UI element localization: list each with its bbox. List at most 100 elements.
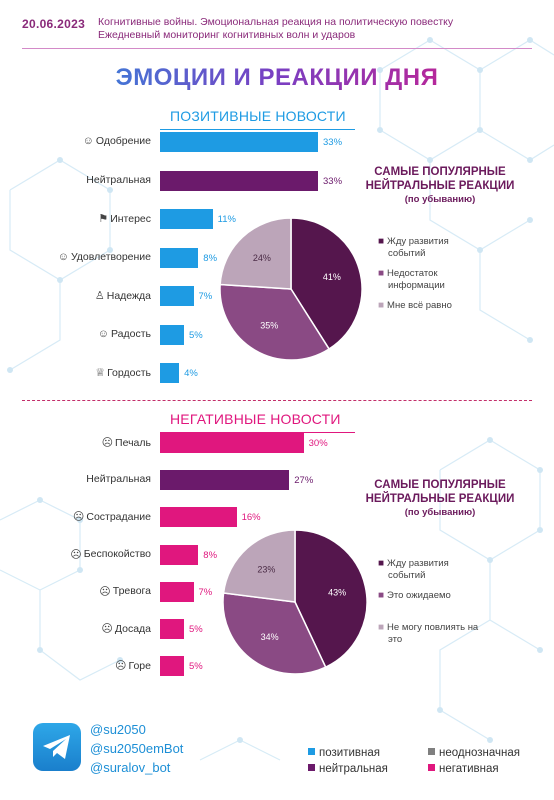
positive-bar-value: 33% (323, 175, 343, 187)
negative-pie-chart: 43% 34% 23% (223, 530, 367, 674)
emotion-icon: ☺ (97, 327, 109, 340)
negative-category-text: Печаль (115, 436, 151, 449)
positive-pie-label: 35% (260, 321, 278, 331)
negative-legend-1-line2: событий (388, 570, 426, 581)
negative-category-text: Горе (128, 659, 151, 672)
negative-bar (160, 581, 194, 602)
negative-bar-label: ☹ Досада (101, 622, 151, 636)
positive-category-text: Одобрение (95, 135, 151, 147)
negative-legend-3-line2: это (388, 634, 403, 645)
telegram-logo[interactable] (33, 723, 81, 771)
telegram-handle-3[interactable]: @suralov_bot (90, 760, 171, 775)
negative-legend-2-line1: Это ожидаемо (387, 590, 451, 601)
report-subtitle: Когнитивные войны. Эмоциональная реакция… (98, 16, 538, 42)
emotion-icon: ☹ (99, 585, 111, 598)
negative-bar-label: ☹ Тревога (99, 585, 151, 598)
positive-pie-slice (220, 283, 331, 360)
positive-legend-item-1: ■ Жду развития событий (378, 236, 488, 260)
emotion-icon: ♙ (94, 290, 105, 302)
legend-dot: ■ (378, 622, 385, 633)
positive-section-title: ПОЗИТИВНЫЕ НОВОСТИ (170, 108, 346, 124)
negative-bar-label: ☹ Печаль (101, 436, 151, 450)
section-divider (22, 400, 532, 401)
footer-legend-negative: негативная (428, 763, 499, 775)
report-subtitle-line2: Ежедневный мониторинг когнитивных волн и… (98, 29, 356, 41)
telegram-plane-icon (43, 735, 70, 759)
negative-bar-label: ☹ Беспокойство (70, 548, 151, 561)
negative-bar-label: Нейтральная (86, 473, 151, 485)
positive-legend-item-2: ■ Недостаток информации (378, 268, 488, 292)
positive-legend-item-3: ■ Мне всё равно (378, 300, 488, 312)
emotion-icon: ⚑ (98, 213, 109, 225)
negative-bar-value: 8% (203, 549, 218, 561)
positive-bar (160, 209, 213, 229)
negative-pie-title-line2: НЕЙТРАЛЬНЫЕ РЕАКЦИИ (365, 493, 515, 505)
positive-bar-value: 11% (217, 214, 236, 225)
negative-bar-value: 30% (308, 438, 328, 449)
positive-pie-title: САМЫЕ ПОПУЛЯРНЫЕ НЕЙТРАЛЬНЫЕ РЕАКЦИИ (по… (352, 165, 528, 207)
emotion-icon: ☺ (82, 135, 94, 147)
positive-bar-label: ♙ Надежда (94, 289, 151, 303)
positive-legend-1-line2: событий (388, 248, 426, 259)
negative-pie-subtitle: (по убыванию) (404, 507, 476, 518)
positive-category-text: Удовлетворение (70, 250, 151, 263)
negative-bar (160, 619, 184, 639)
negative-bar-value: 5% (188, 624, 203, 635)
legend-dot: ■ (378, 268, 385, 279)
positive-legend-3-line1: Мне всё равно (387, 300, 452, 311)
legend-square (308, 748, 315, 755)
positive-pie-chart: 41% 35% 24% (220, 218, 362, 360)
positive-bar (160, 286, 194, 306)
negative-pie-slice (223, 530, 296, 603)
negative-bar-value: 27% (294, 475, 314, 487)
positive-bar-value: 8% (203, 252, 218, 264)
negative-legend-1-line1: Жду развития (387, 558, 449, 569)
positive-pie-label: 24% (253, 253, 271, 263)
legend-square (308, 764, 315, 771)
positive-category-text: Гордость (107, 366, 151, 379)
footer-legend-ambiguous-label: неоднозначная (439, 747, 520, 759)
negative-legend-item-3: ■ Не могу повлиять на это (378, 622, 488, 646)
footer-legend-negative-label: негативная (439, 763, 499, 775)
positive-bar-label: ☺ Удовлетворение (58, 251, 151, 263)
positive-pie-slice (220, 218, 292, 290)
legend-square (428, 748, 435, 755)
negative-bar (160, 656, 184, 677)
report-date: 20.06.2023 (22, 17, 86, 31)
positive-bar-value: 4% (184, 368, 198, 379)
legend-dot: ■ (378, 590, 385, 601)
positive-legend-1-line1: Жду развития (387, 236, 449, 247)
positive-category-text: Интерес (110, 212, 151, 225)
positive-category-text: Нейтральная (86, 173, 151, 186)
legend-dot: ■ (378, 236, 385, 247)
negative-section-title: НЕГАТИВНЫЕ НОВОСТИ (170, 411, 341, 427)
negative-bar-value: 16% (241, 512, 261, 524)
negative-pie-label: 43% (328, 588, 346, 598)
emotion-icon: ☹ (115, 660, 127, 673)
positive-legend-2-line2: информации (388, 280, 445, 291)
emotion-icon: ☹ (101, 437, 114, 449)
footer-legend-positive: позитивная (308, 747, 380, 759)
positive-legend-2-line1: Недостаток (387, 268, 438, 279)
negative-category-text: Нейтральная (86, 473, 151, 486)
positive-bar-label: ⚑ Интерес (98, 212, 151, 226)
telegram-handle-1[interactable]: @su2050 (90, 722, 146, 737)
negative-bar-label: ☹ Сострадание (73, 510, 151, 524)
negative-legend-item-2: ■ Это ожидаемо (378, 590, 488, 602)
negative-legend-item-1: ■ Жду развития событий (378, 558, 488, 582)
positive-bar (160, 170, 318, 191)
negative-bar-label: ☹ Горе (115, 659, 151, 673)
telegram-handle-2[interactable]: @su2050emBot (90, 741, 184, 756)
negative-category-text: Досада (114, 622, 151, 635)
positive-bar (160, 132, 318, 152)
negative-bar (160, 433, 304, 453)
positive-pie-title-line1: САМЫЕ ПОПУЛЯРНЫЕ (374, 166, 506, 178)
positive-category-text: Надежда (106, 289, 151, 302)
legend-dot: ■ (378, 558, 385, 569)
emotion-icon: ☹ (70, 548, 82, 561)
positive-bar-value: 5% (188, 329, 203, 341)
footer-legend-neutral: нейтральная (308, 763, 388, 775)
negative-category-text: Тревога (112, 585, 151, 598)
negative-category-text: Беспокойство (83, 548, 151, 561)
